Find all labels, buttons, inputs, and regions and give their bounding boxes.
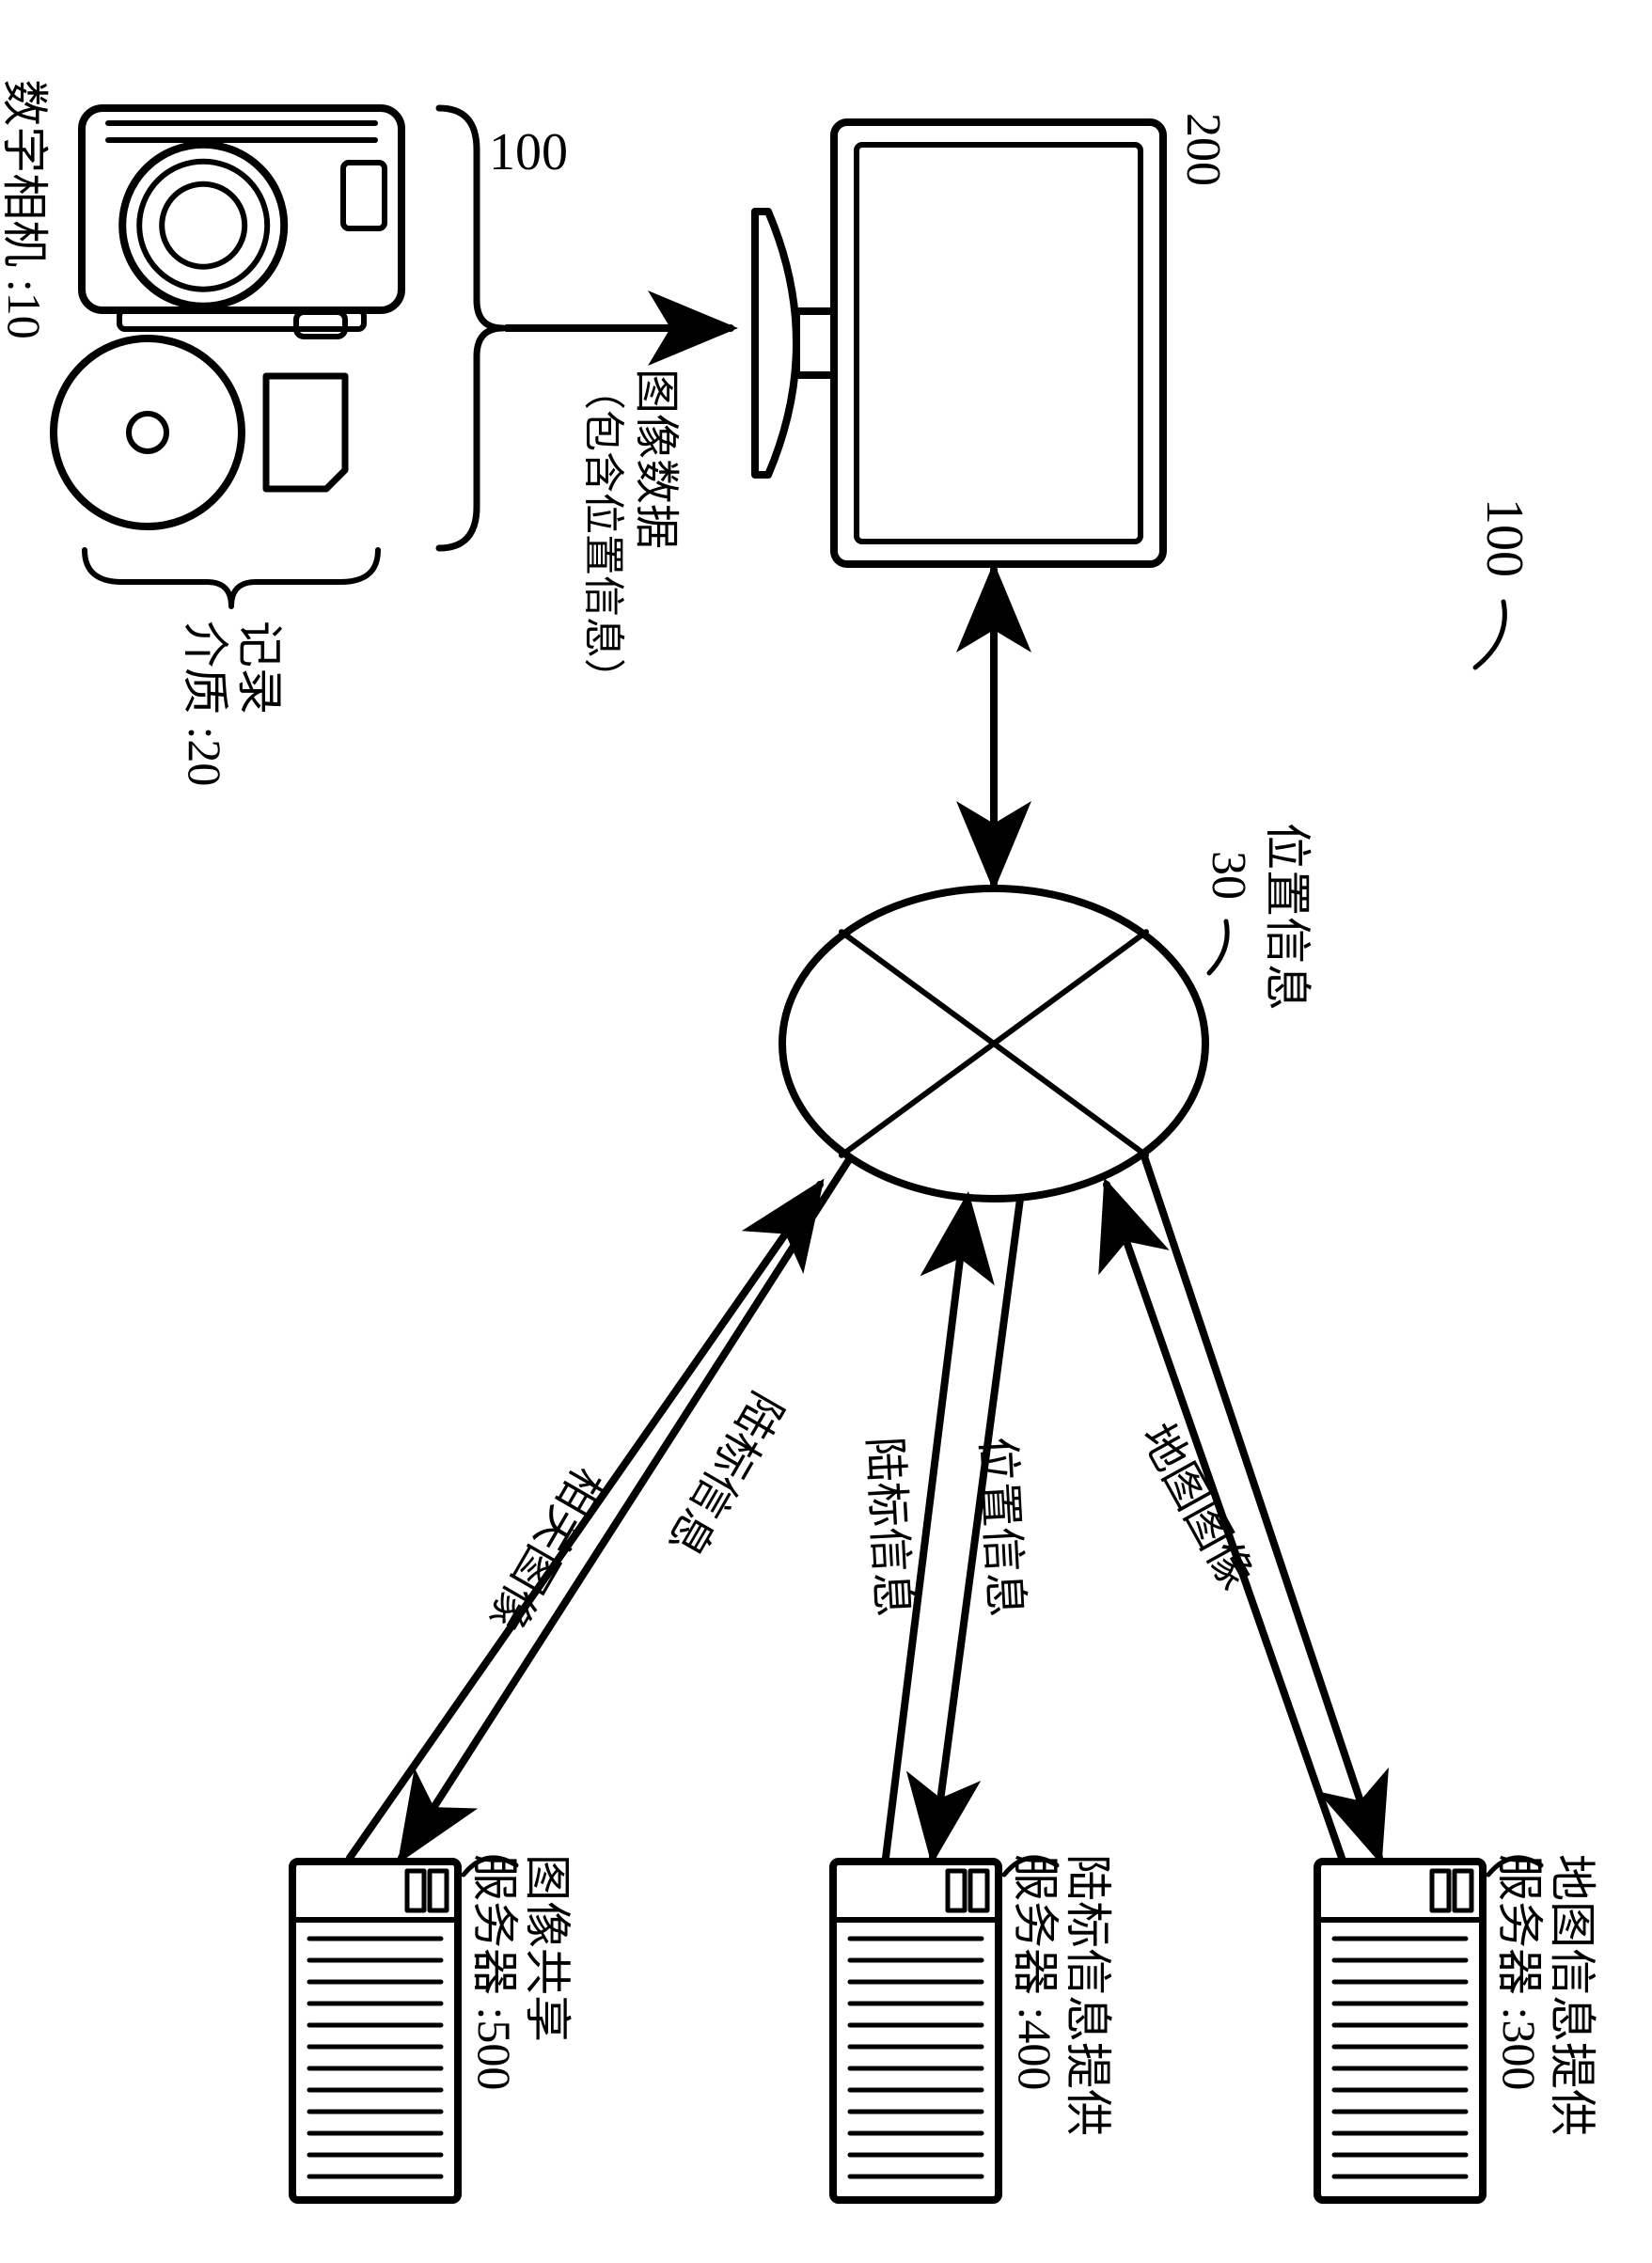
image-data-label-1: 图像数据 [631,369,681,549]
image-data-label-2: （包含位置信息） [580,369,626,699]
network-label-30: 30 [1202,851,1255,900]
server-landmark-label-2: 服务器 :400 [1009,1854,1062,2090]
edge-landmark-posinfo-label: 位置信息 [971,1436,1031,1619]
monitor-label: 200 [1176,113,1230,186]
edge-share-related-label: 相关图像 [479,1458,612,1640]
server-landmark-label-1: 陆标信息提供 [1062,1854,1114,2136]
media-label-2: 介质 :20 [179,621,231,786]
server-share-label-2: 服务器 :500 [468,1854,521,2090]
camera-label: 数字相机 :10 [0,79,51,338]
media-label-1: 记录 [233,621,286,715]
server-map-label-1: 地图信息提供 [1546,1854,1598,2136]
server-map-label-2: 服务器 :300 [1493,1854,1546,2090]
edge-share-landmark-label: 陆标信息 [657,1383,791,1564]
svg-text:100: 100 [489,123,568,181]
recording-media [54,338,378,606]
edge-landmark-info-label: 陆标信息 [858,1436,918,1619]
figure-ref: 100 [1475,498,1534,577]
edge-share-landmark [401,1161,848,1858]
network-posinfo-label: 位置信息 [1261,823,1314,1011]
camera [82,108,401,337]
network-node [782,888,1205,1199]
server-share-label-1: 图像共享 [521,1854,574,2042]
monitor [755,122,1163,564]
